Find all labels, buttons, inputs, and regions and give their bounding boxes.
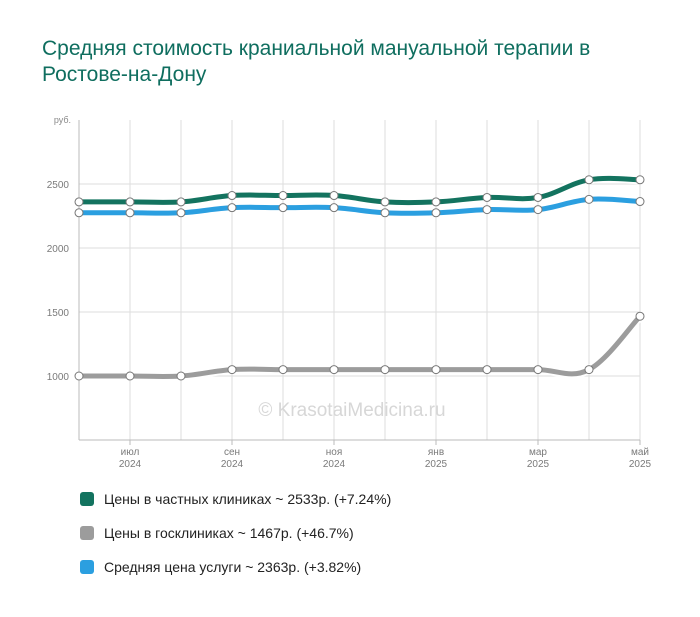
x-tick-label-month: мар — [529, 447, 547, 458]
chart-legend: Цены в частных клиниках ~ 2533р. (+7.24%… — [80, 488, 391, 590]
x-tick-label-year: 2025 — [425, 459, 448, 470]
x-tick-label-month: сен — [224, 447, 240, 458]
chart-title: Средняя стоимость краниальной мануальной… — [42, 37, 591, 86]
watermark: © KrasotaiMedicina.ru — [258, 400, 445, 421]
y-tick-label: 2500 — [47, 180, 70, 191]
y-unit-label: руб. — [54, 115, 71, 125]
data-point-private — [278, 191, 288, 201]
data-point-private — [176, 197, 186, 207]
x-tick-label-month: май — [631, 447, 649, 458]
data-point-public — [584, 365, 594, 375]
x-tick-label-year: 2025 — [629, 459, 652, 470]
legend-item-average[interactable]: Средняя цена услуги ~ 2363р. (+3.82%) — [80, 556, 391, 578]
data-point-average — [431, 208, 441, 218]
data-point-public — [533, 365, 543, 375]
x-tick-label-year: 2024 — [119, 459, 142, 470]
legend-label-private: Цены в частных клиниках ~ 2533р. (+7.24%… — [104, 491, 392, 507]
data-point-average — [278, 203, 288, 213]
data-point-private — [482, 192, 492, 202]
data-point-average — [176, 208, 186, 218]
data-point-public — [176, 371, 186, 381]
x-tick-label-month: янв — [428, 447, 444, 458]
data-point-average — [74, 208, 84, 218]
legend-label-public: Цены в госклиниках ~ 1467р. (+46.7%) — [104, 525, 354, 541]
data-point-average — [329, 203, 339, 213]
chart-axes: руб.1000150020002500июл2024сен2024ноя202… — [47, 115, 652, 470]
data-point-private — [635, 175, 645, 185]
data-point-public — [278, 365, 288, 375]
x-tick-label-month: июл — [121, 447, 140, 458]
data-point-private — [431, 197, 441, 207]
data-point-public — [635, 311, 645, 321]
data-point-average — [482, 205, 492, 215]
data-point-public — [482, 365, 492, 375]
legend-item-public[interactable]: Цены в госклиниках ~ 1467р. (+46.7%) — [80, 522, 391, 544]
data-point-average — [533, 205, 543, 215]
chart-grid — [78, 120, 641, 440]
legend-swatch-private — [80, 492, 94, 506]
x-tick-label-year: 2025 — [527, 459, 550, 470]
data-point-private — [584, 175, 594, 185]
data-point-private — [533, 192, 543, 202]
x-tick-label-month: ноя — [326, 447, 343, 458]
legend-item-private[interactable]: Цены в частных клиниках ~ 2533р. (+7.24%… — [80, 488, 391, 510]
data-point-public — [227, 365, 237, 375]
line-chart: © KrasotaiMedicina.ru руб. 1000 1500 2000 25… — [47, 115, 652, 470]
data-point-public — [431, 365, 441, 375]
x-tick-label-year: 2024 — [221, 459, 244, 470]
data-point-private — [227, 191, 237, 201]
y-tick-label: 2000 — [47, 244, 70, 255]
data-point-public — [380, 365, 390, 375]
chart-series — [74, 173, 645, 382]
y-tick-label: 1000 — [47, 372, 70, 383]
legend-label-average: Средняя цена услуги ~ 2363р. (+3.82%) — [104, 559, 362, 575]
data-point-public — [329, 365, 339, 375]
data-point-average — [125, 208, 135, 218]
data-point-public — [125, 371, 135, 381]
data-point-public — [74, 371, 84, 381]
legend-swatch-average — [80, 560, 94, 574]
data-point-private — [125, 197, 135, 207]
data-point-private — [380, 197, 390, 207]
data-point-average — [380, 208, 390, 218]
data-point-average — [635, 197, 645, 207]
data-point-average — [584, 194, 594, 204]
x-tick-label-year: 2024 — [323, 459, 346, 470]
data-point-average — [227, 203, 237, 213]
data-point-private — [74, 197, 84, 207]
y-tick-label: 1500 — [47, 308, 70, 319]
data-point-private — [329, 191, 339, 201]
legend-swatch-public — [80, 526, 94, 540]
